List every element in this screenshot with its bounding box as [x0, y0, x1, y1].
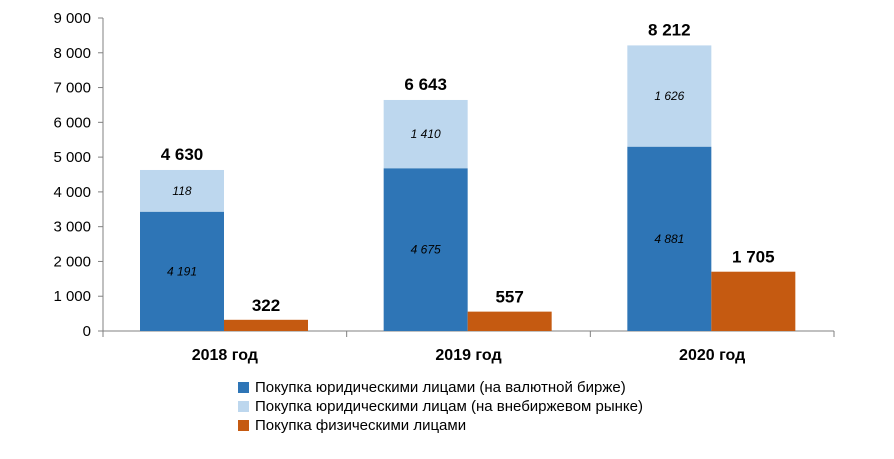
x-category-label: 2020 год [679, 347, 745, 364]
y-tick-label: 1 000 [53, 288, 91, 305]
data-label-total: 6 643 [404, 75, 447, 94]
chart-bars [140, 45, 796, 331]
y-tick-label: 6 000 [53, 114, 91, 131]
bar-otc [140, 169, 224, 212]
bar-otc [627, 45, 712, 147]
y-tick-label: 9 000 [53, 10, 91, 27]
data-label-individuals: 322 [252, 296, 280, 315]
data-label-otc: 118 [172, 184, 191, 198]
legend-swatch-otc [238, 401, 249, 412]
bar-individuals [467, 311, 552, 331]
legend-item-individuals: Покупка физическими лицами [238, 416, 643, 435]
legend-swatch-exchange [238, 382, 249, 393]
y-tick-label: 3 000 [53, 219, 91, 236]
legend-item-otc: Покупка юридическими лицам (на внебиржев… [238, 397, 643, 416]
legend-label-individuals: Покупка физическими лицами [255, 417, 467, 434]
chart-labels: 4 191 118 4 630 322 2018 год 4 675 1 410 6 643 5… [161, 20, 775, 364]
data-label-exchange: 4 675 [411, 243, 441, 257]
y-tick-label: 8 000 [53, 45, 91, 62]
bar-otc [383, 99, 468, 169]
data-label-individuals: 557 [495, 288, 523, 307]
y-tick-label: 5 000 [53, 149, 91, 166]
legend-label-exchange: Покупка юридическими лицами (на валютной… [255, 379, 626, 396]
y-tick-label: 0 [83, 323, 91, 340]
bar-exchange [627, 146, 712, 331]
chart-axes: 0 1 000 2 000 3 000 4 000 5 000 6 000 7 000 8 00… [53, 10, 835, 340]
bar-chart: 0 1 000 2 000 3 000 4 000 5 000 6 000 7 000 8 00… [53, 10, 835, 364]
data-label-otc: 1 626 [654, 89, 684, 103]
y-tick-label: 7 000 [53, 80, 91, 97]
legend-label-otc: Покупка юридическими лицам (на внебиржев… [255, 398, 643, 415]
legend: Покупка юридическими лицами (на валютной… [238, 378, 643, 435]
bar-exchange [140, 211, 224, 331]
data-label-individuals: 1 705 [732, 248, 775, 267]
bar-individuals [224, 319, 308, 331]
legend-swatch-individuals [238, 420, 249, 431]
y-tick-label: 4 000 [53, 184, 91, 201]
data-label-total: 8 212 [648, 20, 691, 39]
x-category-label: 2018 год [192, 347, 258, 364]
bar-individuals [711, 271, 796, 331]
legend-item-exchange: Покупка юридическими лицами (на валютной… [238, 378, 643, 397]
bar-exchange [383, 168, 468, 331]
data-label-exchange: 4 881 [654, 232, 684, 246]
data-label-exchange: 4 191 [167, 264, 197, 278]
data-label-otc: 1 410 [411, 127, 441, 141]
y-tick-label: 2 000 [53, 253, 91, 270]
x-category-label: 2019 год [435, 347, 501, 364]
data-label-total: 4 630 [161, 145, 204, 164]
